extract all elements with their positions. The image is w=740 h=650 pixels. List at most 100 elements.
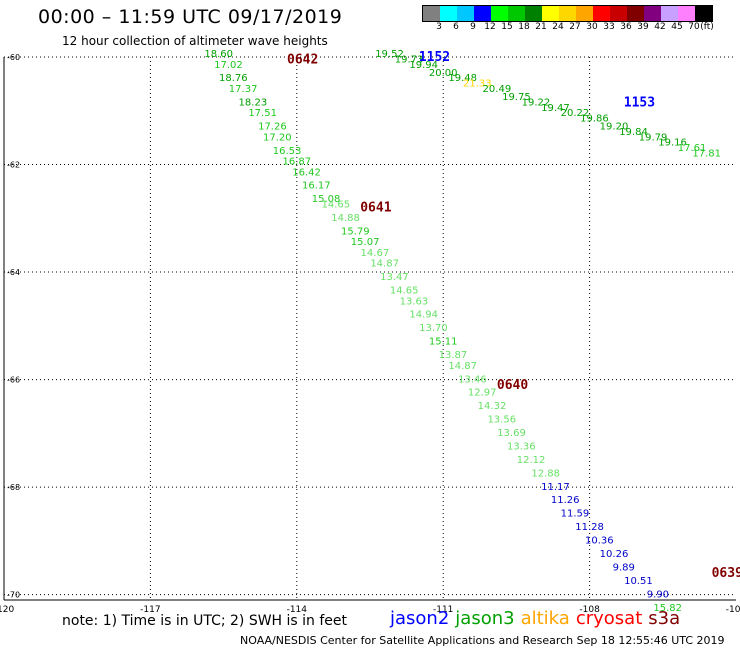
swh-value-label: 13.36 bbox=[507, 441, 536, 452]
satellite-legend-altika: altika bbox=[520, 608, 570, 629]
color-scale-label: 24 bbox=[552, 22, 564, 32]
swh-value-label: 13.87 bbox=[439, 350, 468, 361]
satellite-legend-cryosat: cryosat bbox=[575, 608, 643, 629]
color-scale-bar bbox=[422, 5, 713, 22]
color-swatch bbox=[576, 6, 593, 21]
swh-value-label: 12.97 bbox=[468, 388, 497, 399]
swh-value-label: 19.16 bbox=[658, 138, 687, 149]
lat-tick-label: -64 bbox=[7, 268, 20, 277]
swh-value-label: 19.73 bbox=[395, 54, 424, 65]
color-scale-label: 30 bbox=[586, 22, 598, 32]
swh-value-label: 14.87 bbox=[370, 259, 399, 270]
color-swatch bbox=[440, 6, 457, 21]
swh-value-label: 14.32 bbox=[478, 401, 507, 412]
swh-value-label: 14.65 bbox=[390, 286, 419, 297]
color-scale-label: 42 bbox=[654, 22, 666, 32]
swh-value-label: 10.36 bbox=[585, 536, 614, 547]
color-scale-label: 18 bbox=[518, 22, 530, 32]
color-scale-label: 6 bbox=[453, 22, 459, 32]
pass-time-label: 1152 bbox=[419, 50, 450, 65]
lon-tick-label: -108 bbox=[579, 605, 600, 615]
swh-value-label: 16.17 bbox=[302, 181, 331, 192]
swh-value-label: 17.51 bbox=[248, 108, 277, 119]
swh-value-label: 15.82 bbox=[653, 603, 682, 614]
satellite-legend-jason3: jason3 bbox=[455, 608, 515, 629]
color-swatch bbox=[457, 6, 474, 21]
pass-time-label: 0640 bbox=[497, 378, 528, 393]
swh-value-label: 19.48 bbox=[448, 73, 477, 84]
color-swatch bbox=[423, 6, 440, 21]
color-scale-label: 3 bbox=[436, 22, 442, 32]
swh-value-label: 16.87 bbox=[282, 157, 311, 168]
swh-value-label: 19.75 bbox=[502, 92, 531, 103]
swh-value-label: 18.76 bbox=[219, 73, 248, 84]
swh-value-label: 13.63 bbox=[400, 296, 429, 307]
lat-tick-label: -60 bbox=[7, 53, 20, 62]
satellite-legend-jason2: jason2 bbox=[390, 608, 450, 629]
swh-value-label: 14.67 bbox=[361, 248, 390, 259]
swh-value-label: 11.17 bbox=[541, 482, 570, 493]
swh-value-label: 20.49 bbox=[483, 84, 512, 95]
color-swatch bbox=[661, 6, 678, 21]
color-scale-label: 39 bbox=[637, 22, 649, 32]
swh-value-label: 20.22 bbox=[561, 108, 590, 119]
swh-value-label: 10.26 bbox=[600, 549, 629, 560]
color-scale-label: (ft) bbox=[700, 22, 714, 32]
swh-value-label: 9.89 bbox=[613, 562, 635, 573]
map-tick-labels: -120 -117 -114 -111 -108 -105 -60 -62 -64 -66 -68 -… bbox=[0, 53, 740, 615]
swh-value-label: 15.08 bbox=[312, 194, 341, 205]
swh-value-label: 11.28 bbox=[575, 522, 604, 533]
swh-value-label: 17.02 bbox=[214, 60, 243, 71]
color-swatch bbox=[695, 6, 712, 21]
color-scale-label: 21 bbox=[535, 22, 547, 32]
color-scale-label: 12 bbox=[484, 22, 496, 32]
pass-time-label: 0642 bbox=[287, 53, 318, 68]
swh-value-label: 21.33 bbox=[463, 79, 492, 90]
swh-value-label: 12.12 bbox=[517, 455, 546, 466]
swh-value-label: 18.23 bbox=[239, 97, 268, 108]
swh-value-label: 14.88 bbox=[331, 213, 360, 224]
color-scale-label: 33 bbox=[603, 22, 615, 32]
swh-value-label: 16.53 bbox=[273, 146, 302, 157]
legend-note: note: 1) Time is in UTC; 2) SWH is in fe… bbox=[62, 613, 348, 629]
color-scale-label: 27 bbox=[569, 22, 581, 32]
swh-value-label: 19.20 bbox=[600, 122, 629, 133]
lat-tick-label: -70 bbox=[7, 591, 20, 600]
map-gridlines bbox=[4, 56, 736, 600]
credit-line: NOAA/NESDIS Center for Satellite Applica… bbox=[240, 634, 725, 647]
swh-value-label: 14.94 bbox=[409, 310, 438, 321]
swh-value-label: 12.88 bbox=[531, 468, 560, 479]
swh-value-label: 15.11 bbox=[429, 337, 458, 348]
lon-tick-label: -111 bbox=[433, 605, 453, 615]
satellite-legend-s3a: s3a bbox=[648, 608, 681, 629]
swh-value-label: 13.69 bbox=[497, 428, 526, 439]
pass-time-label: 0639 bbox=[712, 566, 740, 581]
swh-value-label: 9.90 bbox=[647, 589, 669, 600]
swh-value-label: 18.60 bbox=[204, 49, 233, 60]
swh-value-label: 13.56 bbox=[487, 415, 516, 426]
page-subtitle: 12 hour collection of altimeter wave hei… bbox=[62, 34, 328, 48]
lat-tick-label: -68 bbox=[7, 483, 20, 492]
color-scale-label: 45 bbox=[671, 22, 683, 32]
color-scale-label: 9 bbox=[470, 22, 476, 32]
lon-tick-label: -117 bbox=[140, 605, 160, 615]
lat-tick-label: -66 bbox=[7, 376, 20, 385]
lat-tick-label: -62 bbox=[7, 161, 20, 170]
swh-value-label: 19.79 bbox=[639, 132, 668, 143]
color-swatch bbox=[644, 6, 661, 21]
color-swatch bbox=[508, 6, 525, 21]
swh-value-label: 16.42 bbox=[292, 167, 321, 178]
color-scale-label: 36 bbox=[620, 22, 632, 32]
swh-value-label: 13.70 bbox=[419, 323, 448, 334]
map-frame bbox=[3, 57, 736, 601]
swh-value-label: 17.61 bbox=[678, 143, 707, 154]
pass-labels: 0642 0641 0640 0639 1152 1153 bbox=[287, 50, 740, 581]
page-title: 00:00 – 11:59 UTC 09/17/2019 bbox=[38, 6, 343, 28]
swh-value-label: 15.79 bbox=[341, 226, 370, 237]
swh-value-label: 13.47 bbox=[380, 272, 409, 283]
swh-value-label: 17.37 bbox=[229, 84, 258, 95]
lon-tick-label: -105 bbox=[726, 605, 740, 615]
swh-value-label: 19.52 bbox=[375, 49, 404, 60]
